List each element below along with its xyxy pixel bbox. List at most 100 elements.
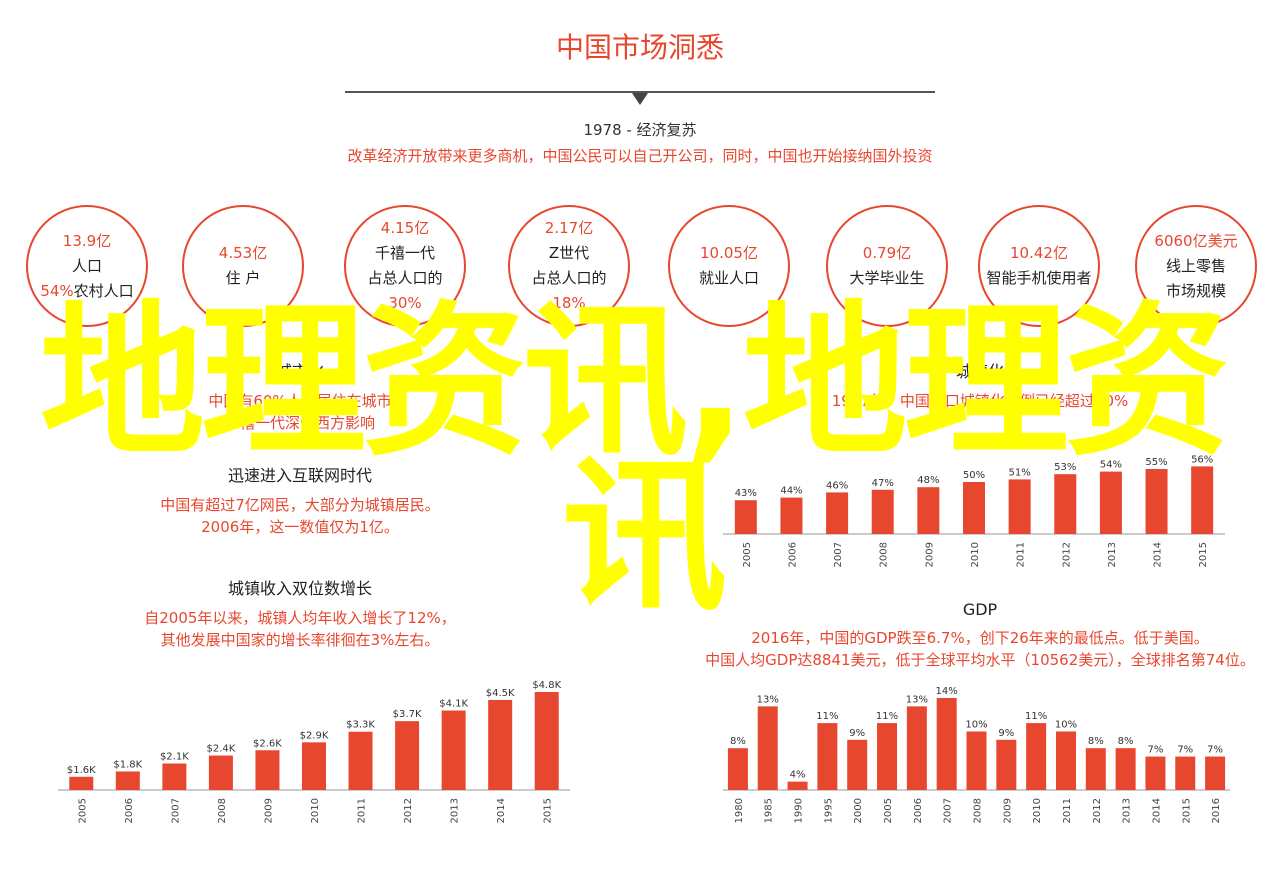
stat-value: 4.53亿	[218, 244, 268, 262]
bar	[441, 710, 466, 790]
section-income: 城镇收入双位数增长 自2005年以来，城镇人均年收入增长了12%， 其他发展中国…	[80, 575, 520, 651]
bar	[1008, 479, 1031, 534]
bar-value-label: 9%	[849, 728, 865, 739]
bar-value-label: 51%	[1009, 467, 1031, 478]
stat-value: 4.15亿	[380, 219, 430, 237]
bar	[1145, 756, 1166, 790]
section-heading: 城市化	[275, 362, 324, 381]
x-tick-label: 2015	[1198, 542, 1209, 567]
page-title: 中国市场洞悉	[555, 31, 724, 64]
bar	[1099, 471, 1122, 534]
x-tick-label: 2011	[357, 798, 368, 823]
bar	[302, 742, 326, 790]
bar-value-label: 43%	[735, 488, 757, 499]
x-tick-label: 2010	[310, 798, 321, 823]
x-tick-label: 2006	[124, 798, 135, 823]
stat-circle-employed: 10.05亿 就业人口	[668, 205, 790, 327]
x-tick-label: 2005	[742, 542, 753, 567]
x-tick-label: 1985	[764, 798, 775, 823]
stat-pct: 30%	[388, 294, 422, 312]
stat-circle-millennials: 4.15亿 千禧一代 占总人口的 30%	[344, 205, 466, 327]
x-tick-label: 2009	[924, 542, 935, 567]
bar	[115, 771, 140, 790]
section-heading: GDP	[962, 600, 998, 619]
bar-value-label: 56%	[1191, 454, 1213, 465]
stat-label: 智能手机使用者	[986, 269, 1092, 287]
overlay-text-2: 讯	[562, 441, 727, 633]
bar	[906, 706, 927, 790]
bar	[757, 706, 778, 790]
stat-value: 2.17亿	[544, 219, 594, 237]
bar-value-label: 13%	[757, 694, 779, 705]
bar-value-label: 44%	[780, 486, 802, 497]
section-heading: 迅速进入互联网时代	[227, 466, 372, 485]
x-tick-label: 1990	[794, 798, 805, 823]
stat-label: Z世代	[548, 244, 590, 262]
bar-value-label: 14%	[936, 686, 958, 697]
bar	[996, 739, 1017, 790]
x-tick-label: 2009	[1002, 798, 1013, 823]
bar-value-label: 4%	[790, 770, 806, 781]
bar-value-label: 8%	[1118, 736, 1134, 747]
bar	[917, 487, 940, 534]
stat-label: 就业人口	[698, 269, 759, 287]
bar-value-label: 8%	[730, 736, 746, 747]
x-tick-label: 2010	[1032, 798, 1043, 823]
divider-line	[345, 91, 935, 93]
bar	[936, 698, 957, 790]
bar	[877, 723, 898, 790]
x-tick-label: 2014	[496, 798, 507, 823]
bar-value-label: 8%	[1088, 736, 1104, 747]
bar	[1085, 748, 1106, 790]
bar	[255, 750, 280, 790]
bar	[847, 739, 868, 790]
bar	[1175, 756, 1196, 790]
bar-value-label: 7%	[1148, 745, 1164, 756]
stat-circle-smartphone: 10.42亿 智能手机使用者	[978, 205, 1100, 327]
x-tick-label: 2008	[879, 542, 890, 567]
bar	[1115, 748, 1136, 790]
x-tick-label: 2008	[217, 798, 228, 823]
x-tick-label: 2006	[787, 542, 798, 567]
x-tick-label: 2000	[853, 798, 864, 823]
section-gdp: GDP 2016年，中国的GDP跌至6.7%，创下26年来的最低点。低于美国。 …	[690, 600, 1270, 671]
bar-value-label: 55%	[1145, 457, 1167, 468]
bar	[826, 492, 849, 534]
chart-income: $1.6K 2005 $1.8K 2006 $2.1K 2007 $2.4K 2008 $2.6…	[58, 680, 570, 823]
x-tick-label: 2014	[1151, 798, 1162, 823]
bar-value-label: 13%	[906, 694, 928, 705]
stat-label: 线上零售	[1165, 256, 1226, 275]
intro-text: 改革经济开放带来更多商机，中国公民可以自己开公司，同时，中国也开始接纳国外投资	[347, 147, 933, 165]
stat-label: 千禧一代	[374, 244, 435, 262]
stat-sub-label: 农村人口	[73, 281, 134, 300]
x-tick-label: 1980	[734, 798, 745, 823]
bar-value-label: $2.1K	[160, 752, 189, 763]
stat-value: 10.05亿	[700, 244, 758, 262]
bar-value-label: 54%	[1100, 460, 1122, 471]
bar	[162, 763, 187, 790]
bar	[1145, 469, 1168, 534]
stat-value: 10.42亿	[1010, 244, 1068, 262]
stat-value: 0.79亿	[862, 244, 912, 262]
stat-sub: 占总人口的	[367, 269, 443, 287]
bar	[395, 721, 420, 790]
section-text: 千禧一代深受西方影响	[224, 414, 375, 432]
section-urbanization: 城市化 中国有60%人口居住在城市 千禧一代深受西方影响	[60, 358, 540, 434]
x-tick-label: 2006	[913, 798, 924, 823]
bar-value-label: 7%	[1177, 745, 1193, 756]
bar	[871, 489, 894, 534]
bar	[1026, 723, 1047, 790]
x-tick-label: 2011	[1062, 798, 1073, 823]
bar-value-label: 47%	[872, 478, 894, 489]
intro-heading: 1978 - 经济复苏	[583, 121, 697, 139]
bar	[1054, 474, 1077, 534]
bar-value-label: 10%	[965, 719, 987, 730]
section-urban-ratio: 城镇化 1997年，中国人口城镇化比例已经超过50%	[740, 358, 1220, 412]
x-tick-label: 2007	[170, 798, 181, 823]
x-tick-label: 2015	[543, 798, 554, 823]
bar	[348, 731, 373, 790]
chart-urbanization: 43% 2005 44% 2006 46% 2007 47% 2008 48% 2009 50% 20…	[723, 454, 1225, 567]
x-tick-label: 2012	[403, 798, 414, 823]
bar-value-label: $2.9K	[300, 730, 329, 741]
bar-value-label: 50%	[963, 470, 985, 481]
